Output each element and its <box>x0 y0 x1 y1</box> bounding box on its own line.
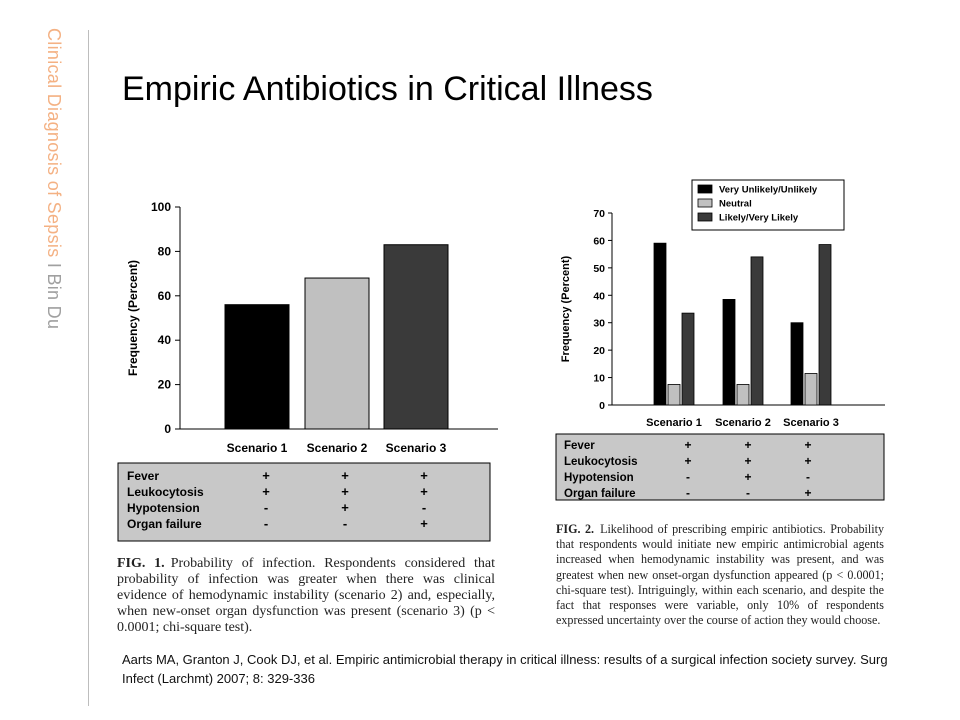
table-cell: + <box>684 454 691 468</box>
table-row-label: Leukocytosis <box>564 456 638 468</box>
y-tick-label: 50 <box>593 263 605 275</box>
table-row-label: Hypotension <box>127 501 200 515</box>
y-axis-title: Frequency (Percent) <box>560 255 572 362</box>
bar-scenario-1 <box>224 304 290 430</box>
x-tick-label: Scenario 3 <box>783 417 839 429</box>
sidebar-label: Clinical Diagnosis of Sepsis I Bin Du <box>40 28 64 408</box>
legend-label: Neutral <box>719 199 752 210</box>
table-row-label: Fever <box>564 440 595 452</box>
table-row-label: Fever <box>127 469 159 483</box>
table-cell: - <box>343 516 347 531</box>
x-tick-label: Scenario 2 <box>715 417 771 429</box>
table-cell: + <box>341 468 349 483</box>
bar-scenario-3 <box>383 244 449 430</box>
legend-label: Very Unlikely/Unlikely <box>719 185 818 196</box>
sidebar-author: Bin Du <box>44 273 64 330</box>
y-tick-label: 40 <box>593 290 605 302</box>
figure-1-chart: 0 20 40 60 80 100 Frequency (Percent) Scenario … <box>117 200 498 542</box>
table-cell: + <box>744 438 751 452</box>
table-cell: + <box>341 484 349 499</box>
y-tick-label: 80 <box>158 244 172 258</box>
table-cell: + <box>420 468 428 483</box>
legend-swatch <box>697 198 713 208</box>
table-cell: + <box>804 486 811 500</box>
table-cell: - <box>746 486 750 500</box>
y-axis-title: Frequency (Percent) <box>126 260 140 376</box>
x-tick-label: Scenario 1 <box>646 417 702 429</box>
x-tick-label: Scenario 2 <box>307 441 368 455</box>
citation-reference: Aarts MA, Granton J, Cook DJ, et al. Emp… <box>122 652 888 686</box>
table-cell: + <box>804 438 811 452</box>
table-cell: - <box>422 500 426 515</box>
x-tick-label: Scenario 1 <box>227 441 288 455</box>
y-tick-label: 0 <box>164 422 171 436</box>
condition-table <box>117 462 491 542</box>
bar-neutral-2 <box>736 384 750 406</box>
sidebar-topic: Clinical Diagnosis of Sepsis <box>44 28 64 258</box>
table-row-label: Leukocytosis <box>127 485 204 499</box>
y-tick-label: 20 <box>158 378 172 392</box>
legend-swatch <box>697 184 713 194</box>
table-cell: + <box>684 438 691 452</box>
table-row-label: Organ failure <box>564 488 636 500</box>
y-tick-label: 20 <box>593 345 605 357</box>
table-cell: - <box>686 470 690 484</box>
sidebar-separator: I <box>44 262 64 269</box>
bar-neutral-1 <box>667 384 681 406</box>
bar-likely-very-likely-3 <box>818 244 832 406</box>
y-tick-label: 100 <box>151 200 171 214</box>
legend-label: Likely/Very Likely <box>719 213 799 224</box>
bar-neutral-3 <box>804 373 818 406</box>
table-cell: + <box>804 454 811 468</box>
figure-1-caption-text: Probability of infection. Respondents co… <box>117 556 495 635</box>
figure-1-caption-label: FIG. 1. <box>117 556 165 571</box>
bar-very-unlikely-unlikely-3 <box>790 322 804 406</box>
y-tick-label: 10 <box>593 373 605 385</box>
condition-table <box>555 433 885 501</box>
table-cell: + <box>744 470 751 484</box>
y-tick-label: 60 <box>593 235 605 247</box>
figure-1-caption: FIG. 1. Probability of infection. Respond… <box>117 556 495 636</box>
bar-scenario-2 <box>304 277 370 430</box>
table-cell: - <box>264 500 268 515</box>
table-cell: - <box>686 486 690 500</box>
table-cell: + <box>341 500 349 515</box>
table-cell: - <box>806 470 810 484</box>
y-tick-label: 30 <box>593 318 605 330</box>
table-row-label: Organ failure <box>127 517 202 531</box>
y-tick-label: 0 <box>599 400 605 412</box>
table-cell: + <box>744 454 751 468</box>
y-tick-label: 60 <box>158 289 172 303</box>
bar-very-unlikely-unlikely-1 <box>653 242 667 406</box>
y-tick-label: 40 <box>158 333 172 347</box>
figure-2-caption: FIG. 2. Likelihood of prescribing empiric… <box>556 522 884 628</box>
table-row-label: Hypotension <box>564 472 634 484</box>
slide-title: Empiric Antibiotics in Critical Illness <box>122 70 653 108</box>
bar-likely-very-likely-1 <box>681 312 695 406</box>
bar-very-unlikely-unlikely-2 <box>722 299 736 406</box>
bar-likely-very-likely-2 <box>750 256 764 406</box>
x-tick-label: Scenario 3 <box>386 441 447 455</box>
y-tick-label: 70 <box>593 208 605 220</box>
vertical-divider <box>88 30 89 706</box>
table-cell: + <box>262 484 270 499</box>
figure-2-caption-text: Likelihood of prescribing empiric antibi… <box>556 522 884 628</box>
table-cell: + <box>420 516 428 531</box>
legend-box <box>691 179 845 231</box>
table-cell: + <box>420 484 428 499</box>
table-cell: - <box>264 516 268 531</box>
table-cell: + <box>262 468 270 483</box>
figure-2-caption-label: FIG. 2. <box>556 522 595 536</box>
figure-2-chart: 0 10 20 30 40 50 60 70 Frequency (Percent) Scenar… <box>555 179 885 501</box>
legend-swatch <box>697 212 713 222</box>
